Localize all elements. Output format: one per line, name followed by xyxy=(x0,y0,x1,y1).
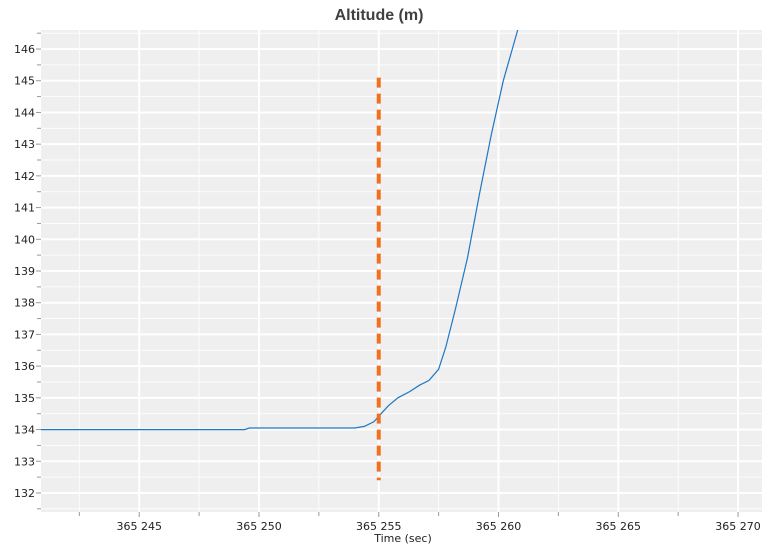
y-tick-label: 135 xyxy=(14,392,35,405)
y-tick-label: 132 xyxy=(14,487,35,500)
x-tick-label: 365 265 xyxy=(596,520,642,533)
y-tick-label: 145 xyxy=(14,75,35,88)
y-tick-label: 134 xyxy=(14,424,35,437)
y-tick-label: 143 xyxy=(14,138,35,151)
y-tick-label: 141 xyxy=(14,202,35,215)
y-tick-label: 142 xyxy=(14,170,35,183)
y-tick-label: 133 xyxy=(14,455,35,468)
x-tick-label: 365 250 xyxy=(236,520,282,533)
y-tick-label: 139 xyxy=(14,265,35,278)
x-tick-label: 365 245 xyxy=(116,520,162,533)
x-tick-label: 365 260 xyxy=(476,520,522,533)
y-tick-label: 137 xyxy=(14,328,35,341)
y-tick-label: 140 xyxy=(14,233,35,246)
y-tick-label: 144 xyxy=(14,106,35,119)
x-axis-label: Time (sec) xyxy=(373,532,432,545)
y-tick-label: 138 xyxy=(14,297,35,310)
x-tick-label: 365 270 xyxy=(715,520,761,533)
altitude-series-line xyxy=(41,30,519,431)
chart-title: Altitude (m) xyxy=(335,7,424,24)
x-tick-label: 365 255 xyxy=(356,520,402,533)
y-tick-label: 146 xyxy=(14,43,35,56)
y-tick-label: 136 xyxy=(14,360,35,373)
